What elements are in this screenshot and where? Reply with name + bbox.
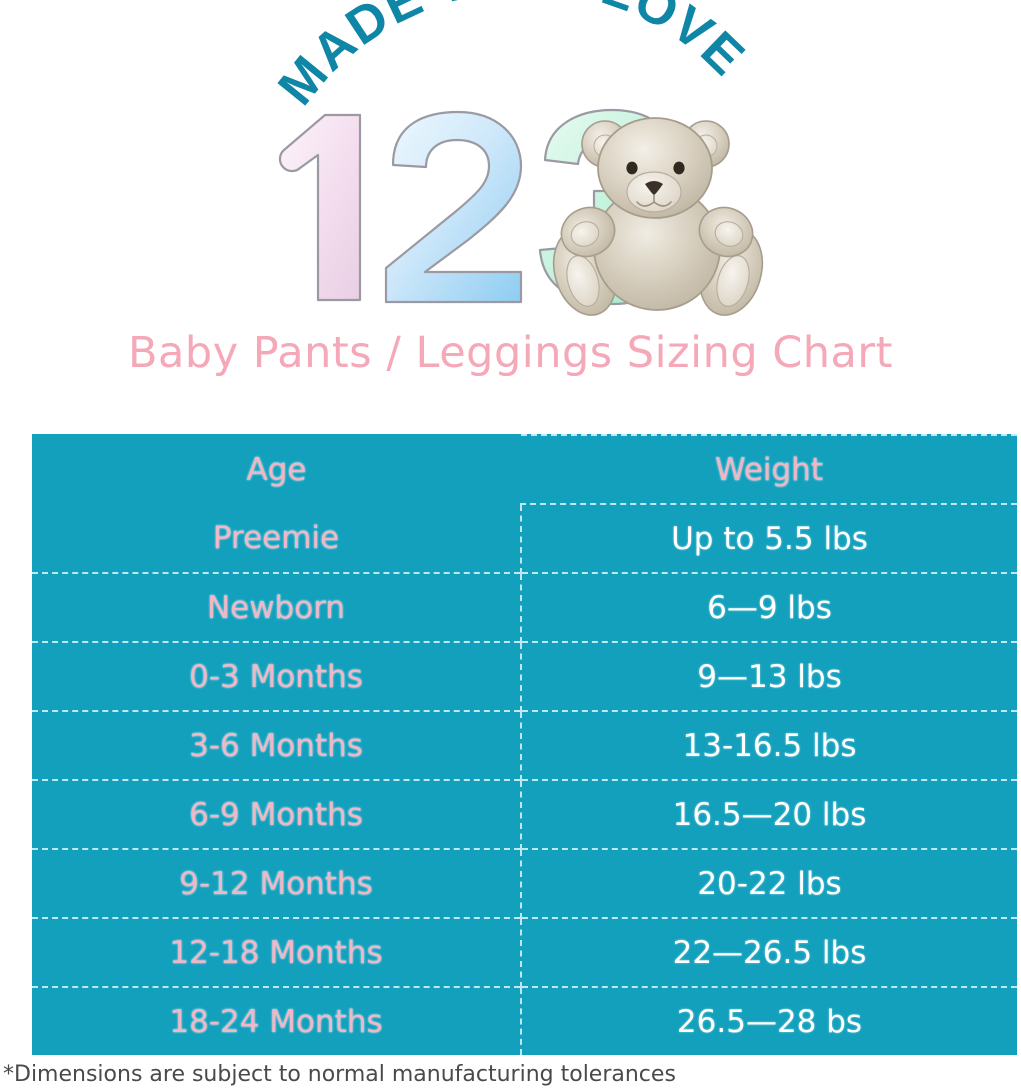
table-row: 12-18 Months 22—26.5 lbs [32, 917, 1017, 987]
logo-digit-2 [384, 110, 523, 304]
brand-logo: MADE WITH LOVE [0, 0, 1021, 320]
cell-age: 3-6 Months [32, 710, 521, 780]
cell-weight: 26.5—28 bs [520, 986, 1017, 1055]
table-row: 18-24 Months 26.5—28 bs [32, 986, 1017, 1055]
footnote-text: *Dimensions are subject to normal manufa… [3, 1062, 676, 1087]
cell-weight: 13-16.5 lbs [520, 710, 1017, 780]
table-row: 0-3 Months 9—13 lbs [32, 641, 1017, 711]
cell-weight: 6—9 lbs [520, 572, 1017, 642]
logo-digit-1 [278, 113, 362, 302]
cell-age: 12-18 Months [32, 917, 521, 987]
column-header-age: Age [246, 451, 307, 488]
cell-weight: 16.5—20 lbs [520, 779, 1017, 849]
sizing-chart-table: Age Weight Preemie Up to 5.5 lbs Newborn… [32, 434, 1017, 1055]
logo-123-and-bear [278, 108, 764, 316]
table-row: Newborn 6—9 lbs [32, 572, 1017, 642]
table-header-row: Age Weight [32, 434, 1017, 505]
cell-age: Preemie [212, 520, 340, 556]
column-header-weight: Weight [521, 434, 1017, 505]
page-title: Baby Pants / Leggings Sizing Chart [128, 328, 893, 378]
cell-weight: 22—26.5 lbs [520, 917, 1017, 987]
cell-weight: 9—13 lbs [520, 641, 1017, 711]
cell-age: 0-3 Months [32, 641, 521, 711]
cell-age: 6-9 Months [32, 779, 521, 849]
table-row: Preemie Up to 5.5 lbs [32, 504, 1017, 573]
made-with-love-arc-text: MADE WITH LOVE [267, 0, 754, 116]
cell-age: 9-12 Months [32, 848, 521, 918]
cell-age: 18-24 Months [32, 986, 521, 1055]
teddy-bear-icon [552, 117, 764, 316]
cell-age: Newborn [32, 572, 521, 642]
table-row: 9-12 Months 20-22 lbs [32, 848, 1017, 918]
cell-weight: Up to 5.5 lbs [520, 504, 1017, 573]
table-row: 3-6 Months 13-16.5 lbs [32, 710, 1017, 780]
table-row: 6-9 Months 16.5—20 lbs [32, 779, 1017, 849]
cell-weight: 20-22 lbs [520, 848, 1017, 918]
